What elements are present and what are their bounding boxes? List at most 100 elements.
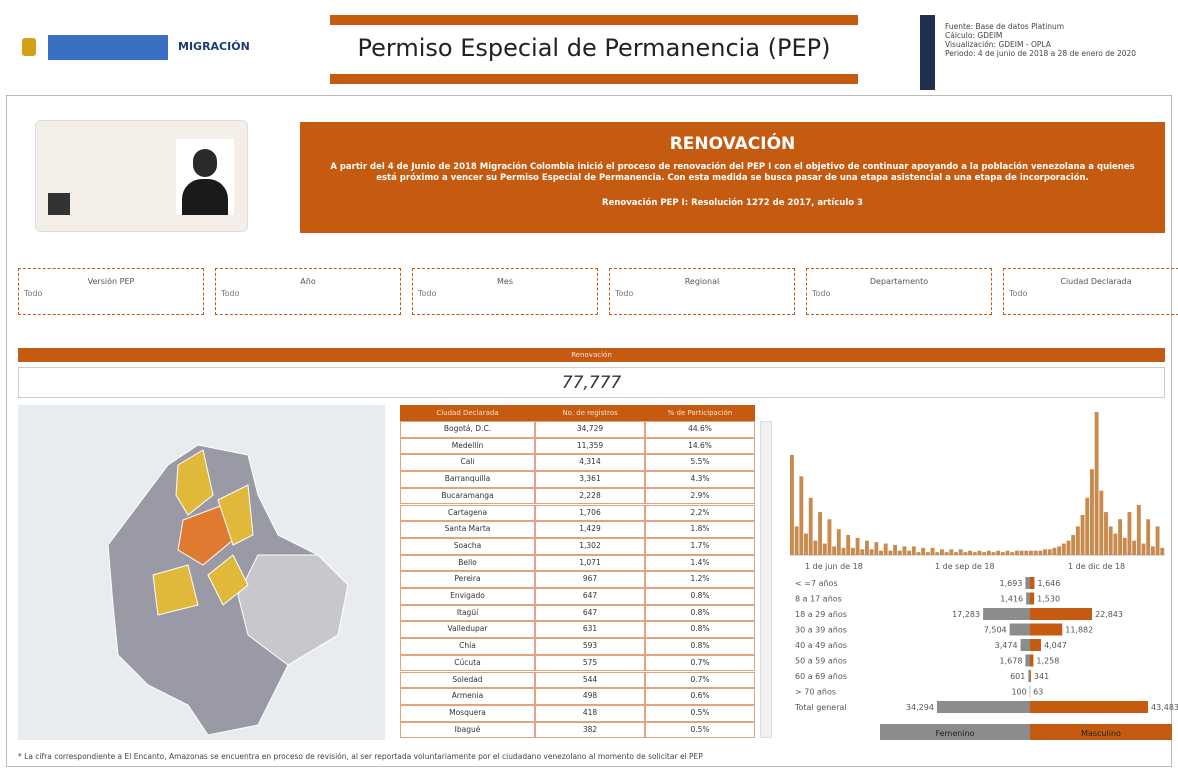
bar	[1030, 701, 1148, 713]
value-label: 43,483	[1151, 703, 1178, 712]
bar	[954, 552, 958, 555]
value-label: 1,678	[1000, 657, 1023, 666]
bar	[973, 552, 977, 555]
bar	[1113, 534, 1117, 555]
category-label: 8 a 17 años	[795, 595, 842, 604]
bar	[1030, 608, 1092, 620]
bar	[893, 545, 897, 555]
bar	[1081, 515, 1085, 555]
bar	[856, 538, 860, 555]
bar	[959, 549, 963, 555]
bar	[983, 608, 1030, 620]
legend-label: Femenino	[935, 729, 974, 738]
bar	[1137, 505, 1141, 555]
value-label: 1,416	[1000, 595, 1023, 604]
bar	[1025, 577, 1030, 589]
bar	[1030, 577, 1034, 589]
legend-label: Masculino	[1081, 729, 1121, 738]
bar	[1029, 551, 1033, 555]
bar	[1030, 624, 1062, 636]
bar	[870, 549, 874, 555]
bar	[1038, 551, 1042, 555]
bar	[935, 552, 939, 555]
bar	[1156, 526, 1160, 555]
bar	[945, 552, 949, 555]
value-label: 1,258	[1036, 657, 1059, 666]
bar	[1026, 593, 1030, 605]
bar	[851, 548, 855, 555]
bar	[1146, 519, 1150, 555]
bar	[823, 544, 827, 555]
bar	[1123, 538, 1127, 555]
bar	[884, 544, 888, 555]
x-tick-label: 1 de jun de 18	[805, 562, 863, 571]
value-label: 17,283	[952, 610, 980, 619]
value-label: 341	[1034, 672, 1049, 681]
charts: 1 de jun de 18 1 de sep de 18 1 de dic de …	[0, 0, 1178, 778]
bar	[931, 548, 935, 555]
value-label: 601	[1010, 672, 1025, 681]
x-tick-label: 1 de dic de 18	[1068, 562, 1125, 571]
bar	[1006, 551, 1010, 555]
bar	[1085, 498, 1089, 555]
bar	[828, 519, 832, 555]
value-label: 22,843	[1095, 610, 1123, 619]
value-label: 100	[1011, 688, 1026, 697]
value-label: 63	[1033, 688, 1043, 697]
bar	[790, 455, 794, 555]
bar	[1160, 548, 1164, 555]
bar	[804, 534, 808, 555]
bar	[1128, 512, 1132, 555]
bar	[1030, 593, 1034, 605]
bar	[860, 549, 864, 555]
category-label: 40 a 49 años	[795, 641, 847, 650]
bar	[1030, 639, 1041, 651]
bar	[1015, 551, 1019, 555]
value-label: 1,530	[1037, 595, 1060, 604]
bar	[1071, 535, 1075, 555]
bar	[1109, 526, 1113, 555]
bar	[818, 512, 822, 555]
bar	[1067, 541, 1071, 555]
bar	[813, 541, 817, 555]
bar	[1090, 469, 1094, 555]
bar	[1151, 546, 1155, 555]
bar	[865, 541, 869, 555]
footnote: * La cifra correspondiente a El Encanto,…	[18, 752, 1168, 761]
bar	[799, 476, 803, 555]
value-label: 11,882	[1065, 626, 1093, 635]
bar	[832, 546, 836, 555]
bar	[987, 551, 991, 555]
category-label: 30 a 39 años	[795, 626, 847, 635]
bar	[1034, 551, 1038, 555]
dashboard: MIGRACIÓN Permiso Especial de Permanenci…	[0, 0, 1178, 778]
bar	[982, 552, 986, 555]
bar	[1095, 412, 1099, 555]
bar	[903, 546, 907, 555]
bar	[1001, 552, 1005, 555]
bar	[940, 549, 944, 555]
bar	[1030, 670, 1031, 682]
bar	[1024, 551, 1028, 555]
bar	[1062, 544, 1066, 555]
bar	[1010, 624, 1030, 636]
bar	[888, 551, 892, 555]
bar	[949, 549, 953, 555]
bar	[917, 552, 921, 555]
value-label: 34,294	[906, 703, 934, 712]
bar	[898, 551, 902, 555]
category-label: > 70 años	[795, 688, 836, 697]
bar	[1010, 552, 1014, 555]
bar	[879, 551, 883, 555]
bar	[1118, 519, 1122, 555]
value-label: 3,474	[995, 641, 1018, 650]
bar	[926, 552, 930, 555]
bar	[846, 535, 850, 555]
bar	[1025, 655, 1030, 667]
x-tick-label: 1 de sep de 18	[935, 562, 995, 571]
value-label: 7,504	[984, 626, 1007, 635]
bar	[963, 552, 967, 555]
category-label: 50 a 59 años	[795, 657, 847, 666]
bar	[874, 542, 878, 555]
value-label: 4,047	[1044, 641, 1067, 650]
